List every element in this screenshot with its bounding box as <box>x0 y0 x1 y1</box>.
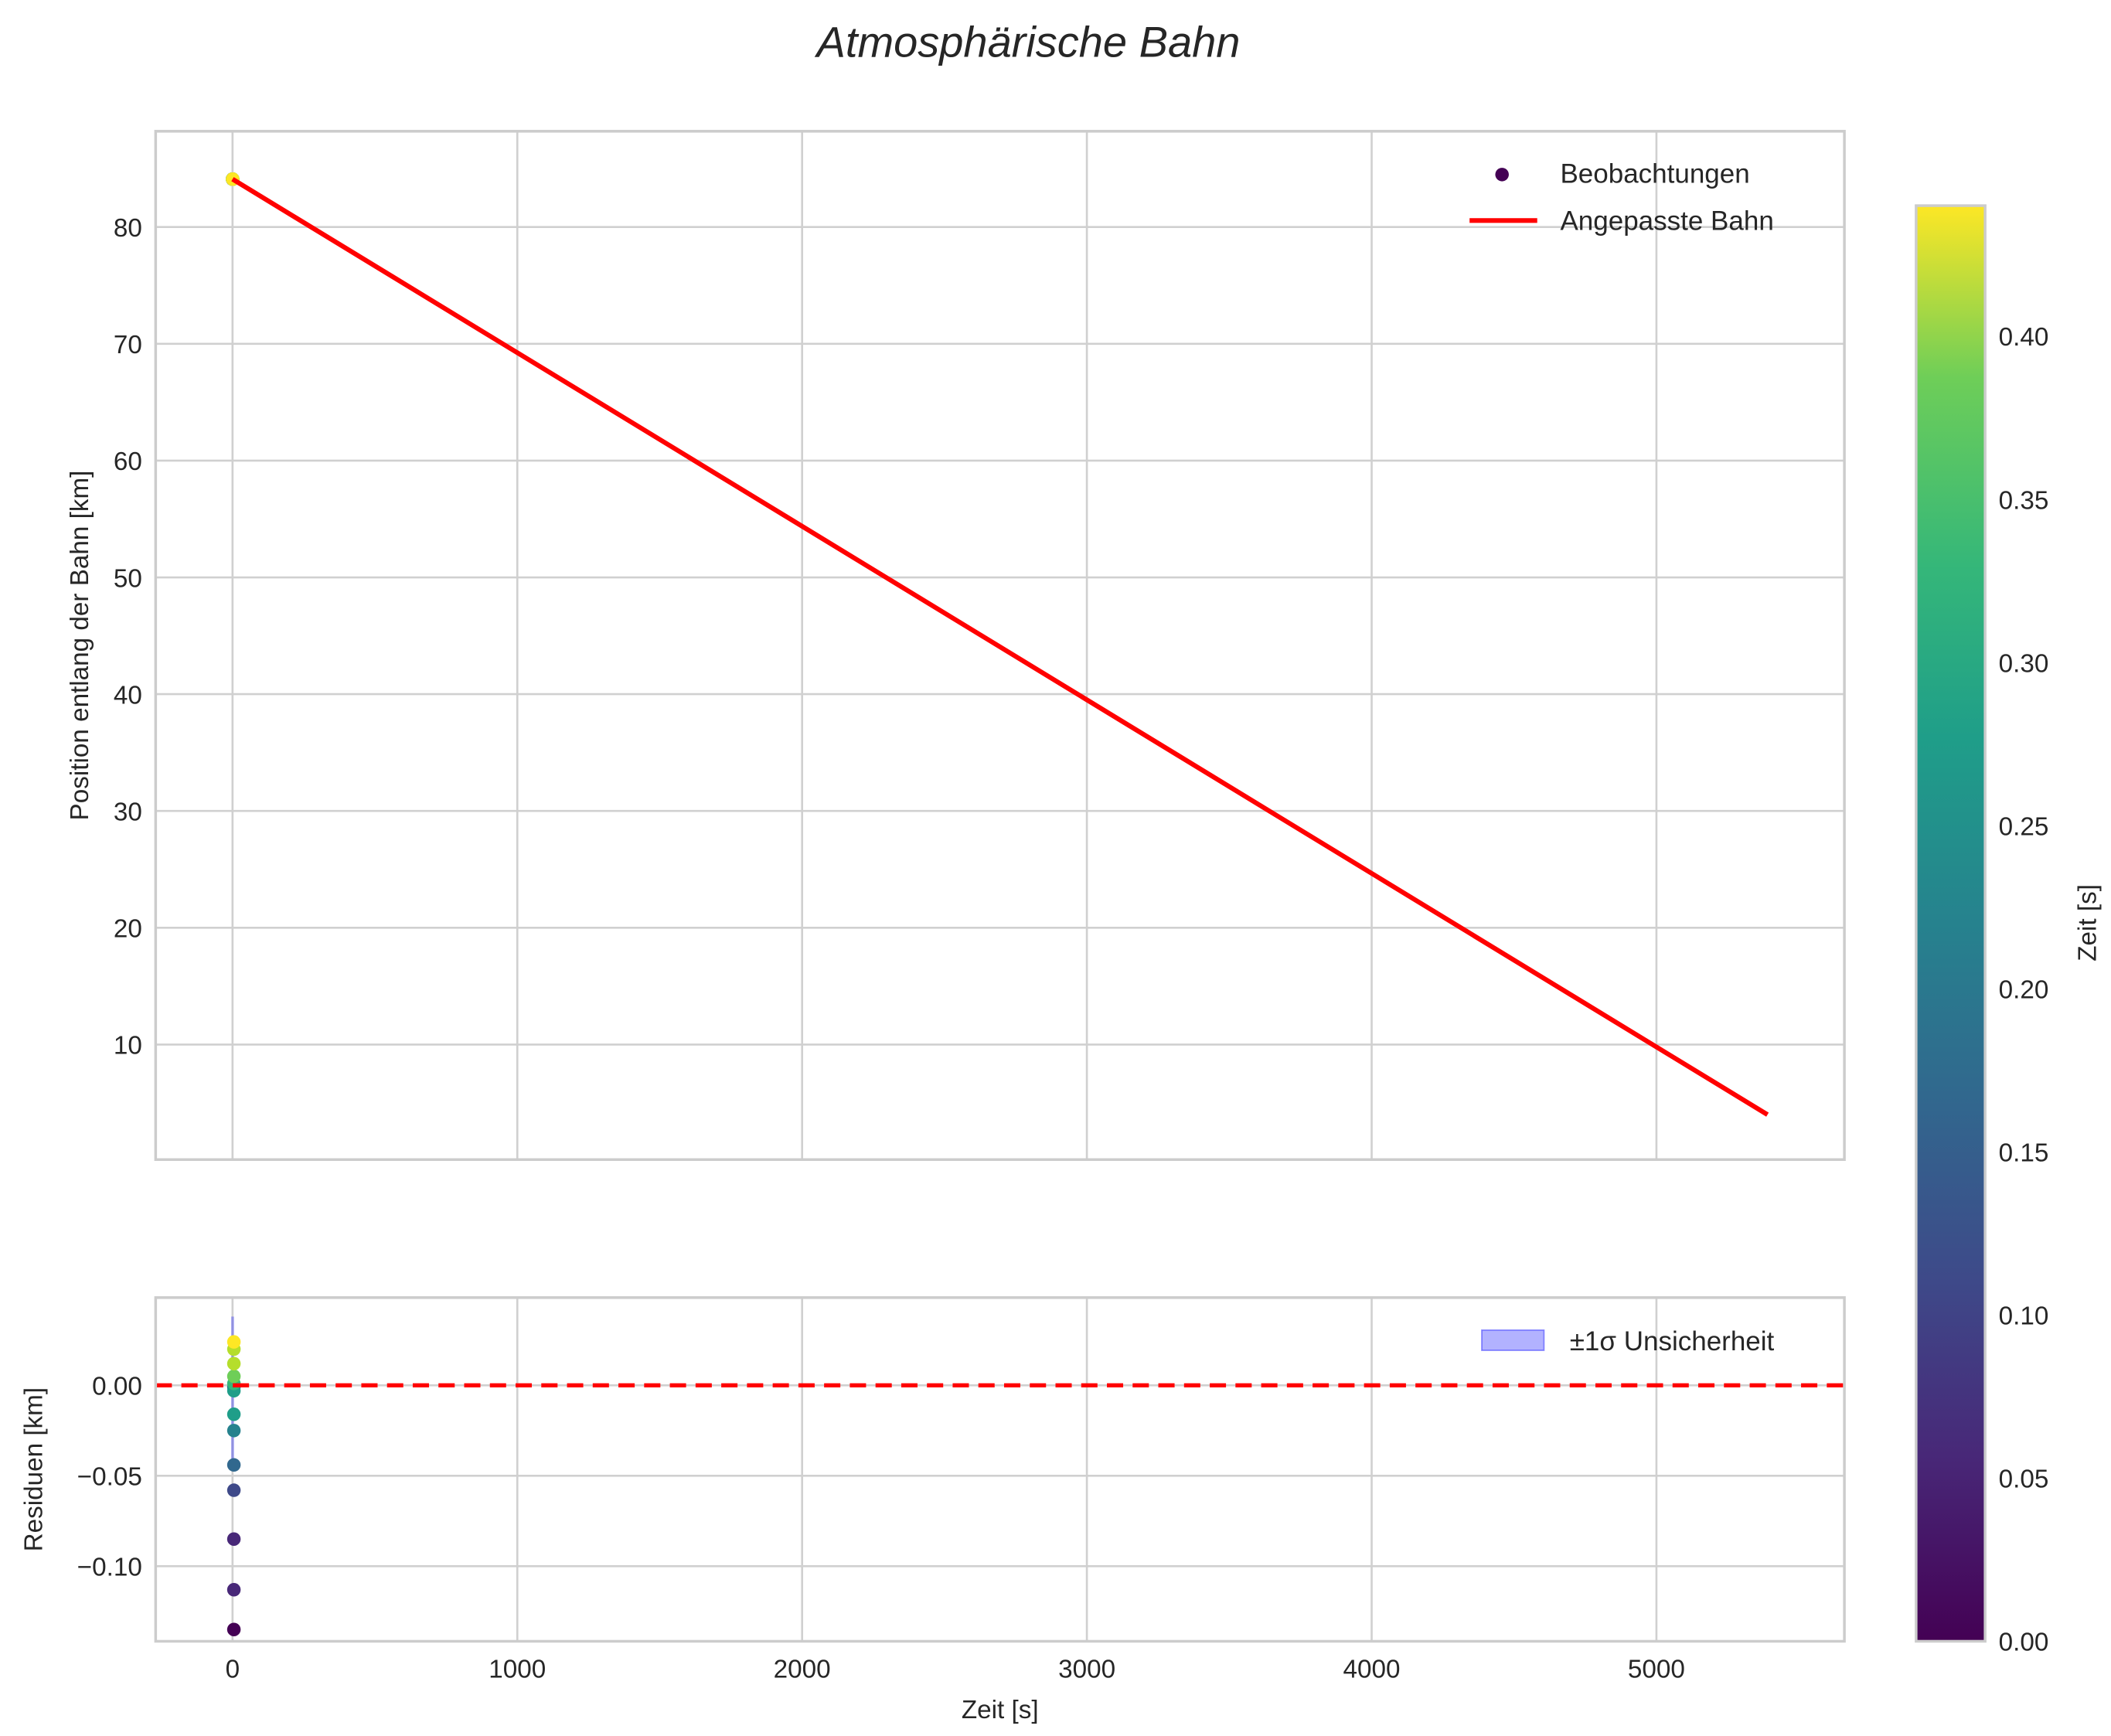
y-tick-label: 40 <box>114 681 142 710</box>
legend-label-observations: Beobachtungen <box>1560 158 1749 189</box>
legend-label-uncertainty: ±1σ Unsicherheit <box>1570 1326 1775 1356</box>
residual-point <box>226 1532 241 1546</box>
residual-point <box>226 1335 241 1349</box>
plot-frame <box>154 1296 1846 1643</box>
residual-point <box>226 1622 241 1637</box>
y-tick-label: 80 <box>114 214 142 243</box>
legend-label-fit: Angepasste Bahn <box>1560 206 1773 237</box>
chart-title: Atmosphärische Bahn <box>815 18 1241 66</box>
y-tick-label: 20 <box>114 915 142 944</box>
y-tick-label: 0.00 <box>92 1373 142 1401</box>
xlabel: Zeit [s] <box>962 1696 1039 1724</box>
colorbar-tick-label: 0.35 <box>1999 486 2049 515</box>
y-tick-label: 30 <box>114 798 142 826</box>
residual-plot: 0 1000 2000 3000 4000 5000 0.00 −0.05 −0.10 <box>77 1296 1846 1684</box>
residual-point <box>226 1369 241 1384</box>
x-tick-label: 2000 <box>774 1656 831 1684</box>
y-tick-label: 50 <box>114 564 142 593</box>
colorbar-tick-label: 0.40 <box>1999 323 2049 352</box>
x-tick-label: 4000 <box>1343 1656 1401 1684</box>
colorbar-tick-label: 0.10 <box>1999 1302 2049 1331</box>
x-tick-label: 0 <box>226 1656 240 1684</box>
residual-point <box>226 1424 241 1438</box>
main-plot: 10 20 30 40 50 60 70 80 <box>114 130 1846 1162</box>
legend-marker-observations <box>1495 168 1509 182</box>
colorbar-label: Zeit [s] <box>2074 884 2102 962</box>
y-tick-label: 60 <box>114 448 142 476</box>
y-tick-label: 10 <box>114 1032 142 1060</box>
x-tick-label: 1000 <box>489 1656 546 1684</box>
colorbar-tick-label: 0.00 <box>1999 1629 2049 1657</box>
y-tick-label: 70 <box>114 331 142 359</box>
residual-point <box>226 1458 241 1472</box>
y-tick-label: −0.05 <box>77 1463 142 1492</box>
x-tick-label: 3000 <box>1058 1656 1115 1684</box>
residual-point <box>226 1583 241 1597</box>
top-ylabel: Position entlang der Bahn [km] <box>66 471 94 821</box>
fitted-line <box>231 177 1769 1117</box>
colorbar-gradient <box>1915 204 1987 1643</box>
residual-point <box>226 1483 241 1497</box>
colorbar-tick-label: 0.05 <box>1999 1465 2049 1494</box>
residual-point <box>226 1356 241 1370</box>
plot-area <box>155 1297 1845 1642</box>
legend-marker-uncertainty <box>1481 1329 1545 1351</box>
x-tick-label: 5000 <box>1628 1656 1685 1684</box>
colorbar: 0.00 0.05 0.10 0.15 0.20 0.25 0.30 0.35 0.40 <box>1915 204 2049 1657</box>
colorbar-tick-label: 0.20 <box>1999 975 2049 1004</box>
y-tick-label: −0.10 <box>77 1554 142 1582</box>
colorbar-tick-label: 0.25 <box>1999 812 2049 841</box>
colorbar-tick-label: 0.15 <box>1999 1139 2049 1168</box>
residual-point <box>226 1408 241 1421</box>
bottom-ylabel: Residuen [km] <box>19 1387 48 1552</box>
plot-frame <box>154 130 1846 1162</box>
colorbar-tick-label: 0.30 <box>1999 649 2049 678</box>
